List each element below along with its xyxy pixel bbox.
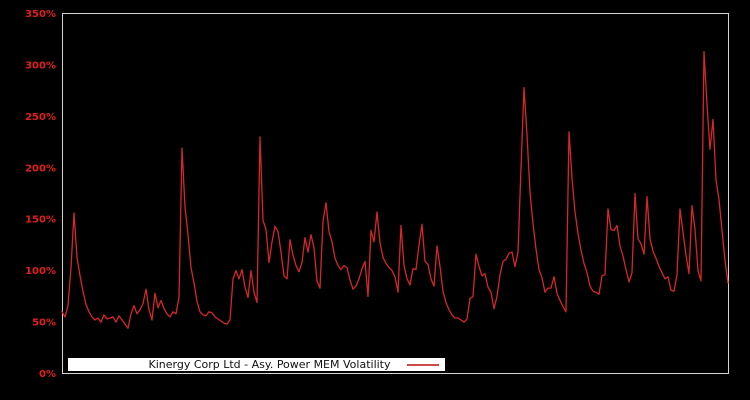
y-tick-label: 150%	[25, 215, 56, 226]
legend-label: Kinergy Corp Ltd - Asy. Power MEM Volati…	[148, 358, 391, 371]
plot-border	[62, 13, 729, 374]
y-tick-label: 100%	[25, 266, 56, 277]
y-axis-tick-labels: 0% 50% 100% 150% 200% 250% 300% 350%	[25, 9, 56, 380]
y-tick-label: 250%	[25, 112, 56, 123]
y-tick-label: 350%	[25, 9, 56, 20]
y-tick-label: 0%	[39, 369, 56, 380]
legend-box: Kinergy Corp Ltd - Asy. Power MEM Volati…	[67, 357, 446, 372]
y-tick-label: 50%	[32, 318, 56, 329]
y-tick-label: 300%	[25, 60, 56, 71]
y-tick-label: 200%	[25, 163, 56, 174]
volatility-line	[61, 50, 729, 329]
legend-line-sample	[407, 364, 439, 366]
